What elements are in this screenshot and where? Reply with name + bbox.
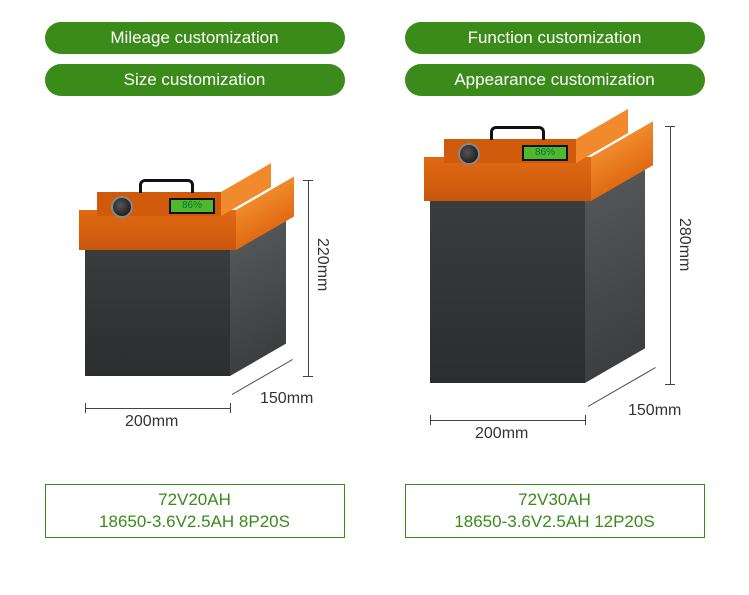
lcd-display: 86%: [169, 198, 215, 214]
dim-height-right: 280mm: [675, 218, 693, 271]
spec-left-line2: 18650-3.6V2.5AH 8P20S: [46, 511, 344, 533]
plug-icon: [111, 196, 133, 218]
plug-icon: [458, 143, 480, 165]
pill-size: Size customization: [45, 64, 345, 96]
pill-appearance: Appearance customization: [405, 64, 705, 96]
pill-function: Function customization: [405, 22, 705, 54]
spec-box-left: 72V20AH 18650-3.6V2.5AH 8P20S: [45, 484, 345, 538]
pill-mileage: Mileage customization: [45, 22, 345, 54]
dim-width-right: 200mm: [475, 425, 528, 443]
dim-depth-left: 150mm: [260, 390, 313, 408]
dim-depth-right: 150mm: [628, 402, 681, 420]
lcd-display: 86%: [522, 145, 568, 161]
dim-width-left: 200mm: [125, 413, 178, 431]
handle-icon: [490, 126, 545, 140]
battery-diagram-area: 86% 220mm 150mm 200mm 86% 280mm 150mm 20…: [0, 108, 749, 468]
spec-left-line1: 72V20AH: [46, 489, 344, 511]
spec-right-line1: 72V30AH: [406, 489, 704, 511]
dim-height-left: 220mm: [313, 238, 331, 291]
handle-icon: [139, 179, 194, 193]
spec-right-line2: 18650-3.6V2.5AH 12P20S: [406, 511, 704, 533]
spec-box-right: 72V30AH 18650-3.6V2.5AH 12P20S: [405, 484, 705, 538]
